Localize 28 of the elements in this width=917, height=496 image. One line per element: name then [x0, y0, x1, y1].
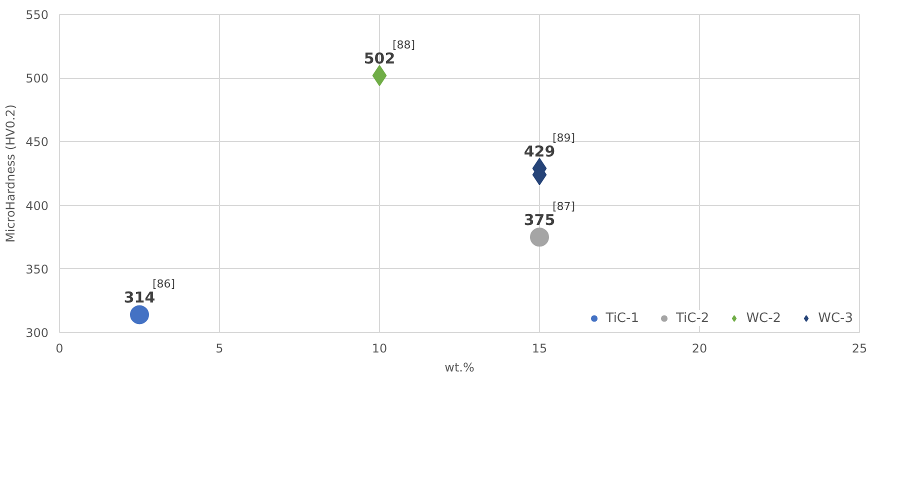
annotation: [88] — [392, 38, 416, 52]
y-tick-label: 450 — [26, 135, 48, 150]
data-label: 502 — [364, 50, 396, 68]
data-label: 429 — [524, 142, 556, 160]
x-tick-label: 20 — [692, 342, 708, 356]
x-axis-title: wt.% — [444, 360, 474, 374]
y-tick-label: 400 — [26, 198, 48, 213]
y-tick-label: 350 — [26, 262, 48, 276]
legend-label: WC-2 — [746, 310, 782, 326]
x-tick-label: 5 — [216, 342, 224, 356]
y-axis-title: MicroHardness (HV0.2) — [4, 104, 18, 242]
x-tick-label: 0 — [56, 342, 64, 356]
x-tick-label: 10 — [372, 342, 388, 356]
annotation: [89] — [552, 131, 576, 144]
y-tick-label: 500 — [26, 72, 48, 86]
data-label: 375 — [524, 211, 556, 230]
annotation: [87] — [552, 200, 576, 214]
legend-label: WC-3 — [818, 310, 853, 326]
data-label: 314 — [124, 288, 156, 307]
legend-label: TiC-2 — [676, 310, 710, 326]
y-tick-label: 300 — [26, 326, 48, 340]
legend-label: TiC-1 — [606, 310, 639, 326]
point — [530, 228, 549, 247]
x-tick-label: 25 — [852, 342, 868, 356]
point — [130, 305, 149, 324]
y-tick-label: 550 — [26, 8, 48, 22]
annotation: [86] — [152, 278, 176, 291]
x-tick-label: 15 — [532, 342, 548, 356]
